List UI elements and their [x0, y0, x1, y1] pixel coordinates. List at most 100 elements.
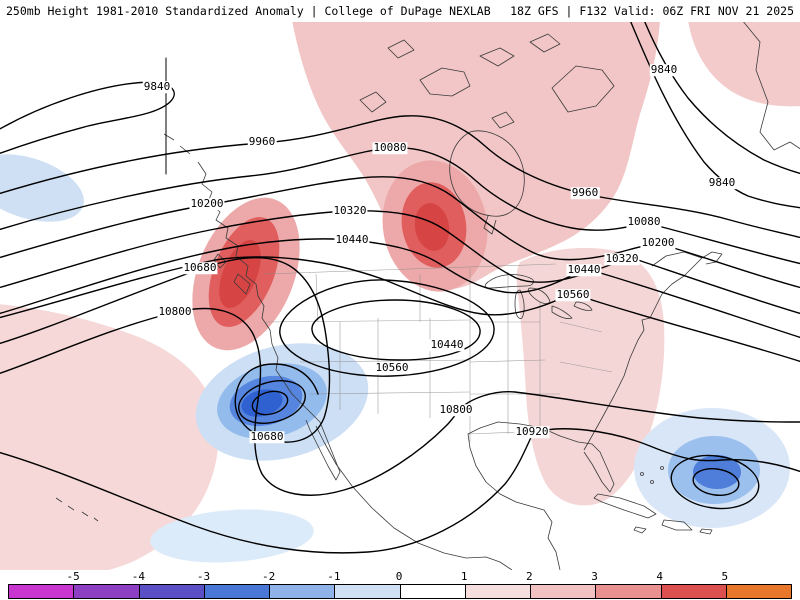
- arctic-island-5: [529, 33, 561, 53]
- colorbar-tick-label: -3: [196, 570, 211, 583]
- colorbar-segment: [726, 585, 791, 598]
- colorbar-segment: [139, 585, 205, 598]
- contour-10920: [0, 428, 800, 554]
- positive-core-central-canada: [414, 203, 450, 251]
- colorbar-segment: [335, 585, 401, 598]
- lake-michigan: [514, 289, 525, 319]
- contour-10440-closed: [311, 299, 481, 361]
- contour-label: 10080: [372, 141, 408, 155]
- positive-anomaly-northeast-corner: [688, 22, 800, 107]
- negative-anomaly-gulf-of-alaska: [0, 154, 84, 222]
- contour-label: 10800: [438, 403, 474, 417]
- colorbar-tick-label: -4: [131, 570, 145, 583]
- arctic-island-2: [359, 91, 387, 113]
- colorbar-segment: [465, 585, 531, 598]
- contour-label: 9960: [570, 186, 600, 200]
- positive-anomaly-canada: [292, 22, 660, 289]
- negative-strong-atlantic: [693, 455, 741, 489]
- colorbar: -5 -4 -3 -2 -1 0 1 2 3 4 5: [0, 570, 800, 600]
- colorbar-tick-label: 5: [721, 570, 729, 583]
- positive-anomaly-east-us: [516, 247, 665, 506]
- colorbar-segment: [596, 585, 662, 598]
- contour-label: 10080: [626, 215, 662, 229]
- anomaly-shading: [0, 22, 800, 570]
- jamaica: [633, 526, 647, 534]
- colorbar-segment: [531, 585, 597, 598]
- colorbar-segment: [400, 585, 466, 598]
- contour-label: 10440: [566, 263, 602, 277]
- gulf-coast: [467, 421, 615, 570]
- contour-label: 10440: [429, 338, 465, 352]
- contour-ring-atlantic-inner: [692, 468, 740, 496]
- colorbar-tick-label: 3: [591, 570, 598, 583]
- colorbar-tick-label: 0: [395, 570, 403, 583]
- colorbar-tick-label: -1: [327, 570, 341, 583]
- contour-ring-inner-2: [251, 390, 289, 416]
- contour-label: 10800: [157, 305, 193, 319]
- contour-9840-nw: [0, 81, 175, 155]
- colorbar-segment: [74, 585, 140, 598]
- hawaii: [55, 497, 99, 522]
- colorbar-tick-label: 4: [656, 570, 663, 583]
- southampton-island: [491, 111, 515, 129]
- colorbar-tick-label: 1: [460, 570, 468, 583]
- contour-ring-inner-1: [238, 380, 306, 424]
- colorbar-segment: [270, 585, 336, 598]
- contour-10800: [0, 307, 800, 496]
- contour-label: 10320: [604, 252, 640, 266]
- contour-label: 10320: [332, 204, 368, 218]
- puerto-rico: [699, 528, 713, 535]
- state-borders: [263, 263, 613, 442]
- colorbar-tick-label: 2: [526, 570, 533, 583]
- contour-label: 10680: [182, 261, 218, 275]
- colorbar-segment: [204, 585, 270, 598]
- arctic-island-baffin: [551, 65, 615, 113]
- product-title: 250mb Height 1981-2010 Standardized Anom…: [6, 4, 491, 18]
- contour-label: 10200: [189, 197, 225, 211]
- contour-label: 10560: [374, 361, 410, 375]
- greenland-corner: [743, 22, 800, 151]
- contour-label: 9840: [707, 176, 737, 190]
- contour-label: 10920: [514, 425, 550, 439]
- colorbar-tick-label: -5: [66, 570, 80, 583]
- bahamas-1: [640, 472, 644, 476]
- st-lawrence: [651, 251, 703, 267]
- model-valid-info: 18Z GFS | F132 Valid: 06Z FRI NOV 21 202…: [510, 4, 794, 18]
- contour-label: 9840: [649, 63, 679, 77]
- map-svg: [0, 22, 800, 570]
- colorbar-segment: [661, 585, 727, 598]
- title-bar: 250mb Height 1981-2010 Standardized Anom…: [0, 0, 800, 22]
- contour-label: 10560: [555, 288, 591, 302]
- colorbar-segment: [9, 585, 75, 598]
- bahamas-3: [660, 466, 664, 470]
- contour-label: 10440: [334, 233, 370, 247]
- contour-ring-atlantic-outer: [670, 454, 760, 510]
- contour-10560-closed: [279, 279, 495, 377]
- lake-ontario: [573, 301, 593, 311]
- hispaniola: [661, 519, 693, 531]
- bahamas-2: [650, 480, 654, 484]
- map-area: 9840 9960 10080 10200 10320 10440 10680 10800 10…: [0, 22, 800, 570]
- negative-anomaly-sw-pacific-streak: [150, 509, 314, 563]
- contour-label: 9960: [247, 135, 277, 149]
- contour-label: 10680: [249, 430, 285, 444]
- vancouver-island: [233, 273, 251, 295]
- hudson-bay: [449, 130, 525, 217]
- colorbar-scale: [8, 584, 792, 599]
- arctic-island-3: [479, 47, 515, 67]
- mexico-coast: [315, 425, 513, 570]
- contour-9840-ne-2: [644, 22, 800, 175]
- cuba: [593, 493, 657, 519]
- coastlines: [55, 22, 800, 570]
- contour-label: 9840: [142, 80, 172, 94]
- arctic-island-1: [419, 67, 471, 97]
- positive-anomaly-west-pacific: [0, 304, 219, 570]
- contour-9960: [0, 115, 800, 239]
- lake-erie: [551, 305, 573, 319]
- east-coast: [583, 251, 723, 451]
- contour-label: 10200: [640, 236, 676, 250]
- west-coast: [197, 161, 341, 481]
- colorbar-tick-label: -2: [262, 570, 276, 583]
- negative-core-socal: [241, 389, 283, 417]
